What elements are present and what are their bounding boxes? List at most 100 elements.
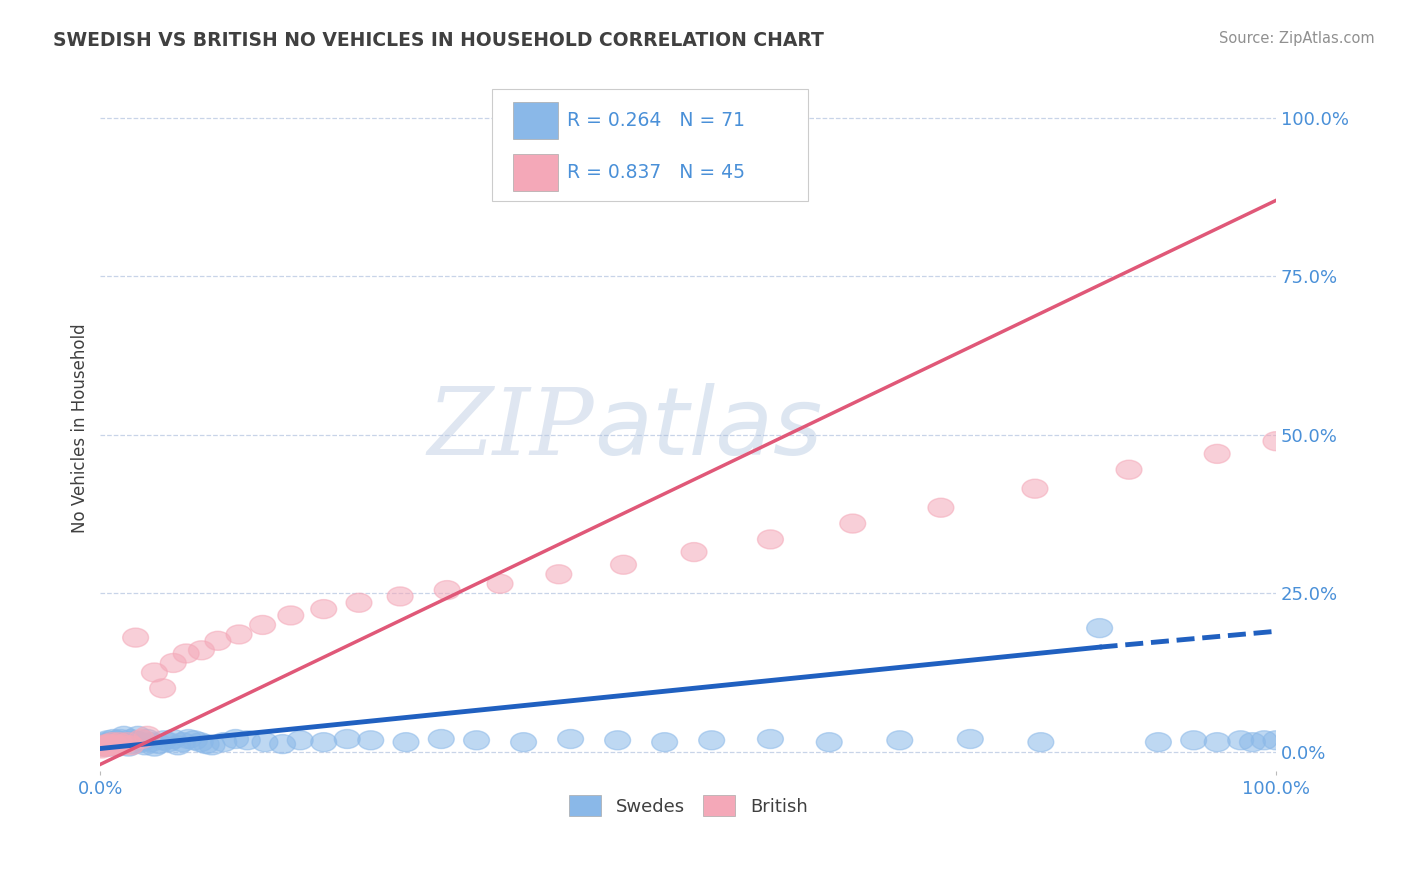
Ellipse shape — [111, 726, 136, 746]
Ellipse shape — [546, 565, 572, 583]
Ellipse shape — [156, 732, 181, 752]
Ellipse shape — [96, 735, 121, 754]
Y-axis label: No Vehicles in Household: No Vehicles in Household — [72, 324, 89, 533]
Ellipse shape — [104, 737, 129, 756]
Ellipse shape — [101, 732, 128, 752]
Ellipse shape — [558, 730, 583, 748]
Ellipse shape — [1227, 731, 1254, 750]
Ellipse shape — [100, 736, 127, 755]
Text: ZIP: ZIP — [427, 384, 595, 474]
Ellipse shape — [394, 732, 419, 752]
Ellipse shape — [98, 736, 124, 755]
Ellipse shape — [121, 735, 146, 754]
Ellipse shape — [605, 731, 630, 750]
Ellipse shape — [957, 730, 983, 748]
Ellipse shape — [1087, 619, 1112, 638]
Ellipse shape — [98, 732, 124, 752]
Ellipse shape — [146, 735, 172, 754]
Ellipse shape — [96, 737, 121, 756]
Ellipse shape — [100, 732, 125, 752]
Ellipse shape — [100, 736, 125, 755]
Ellipse shape — [89, 736, 114, 755]
Ellipse shape — [226, 625, 252, 644]
Ellipse shape — [90, 735, 115, 754]
Ellipse shape — [160, 730, 186, 748]
Ellipse shape — [387, 587, 413, 606]
Ellipse shape — [1263, 432, 1289, 450]
Ellipse shape — [346, 593, 373, 612]
Ellipse shape — [132, 736, 157, 755]
Ellipse shape — [486, 574, 513, 593]
Ellipse shape — [93, 737, 118, 756]
Ellipse shape — [108, 736, 135, 755]
Ellipse shape — [107, 732, 132, 752]
Text: R = 0.837   N = 45: R = 0.837 N = 45 — [567, 163, 745, 182]
Ellipse shape — [311, 599, 336, 619]
Ellipse shape — [193, 735, 219, 754]
Ellipse shape — [104, 731, 129, 750]
Ellipse shape — [173, 644, 200, 663]
Ellipse shape — [89, 739, 114, 758]
Ellipse shape — [1205, 732, 1230, 752]
Ellipse shape — [118, 730, 143, 748]
Ellipse shape — [108, 736, 135, 755]
Text: Source: ZipAtlas.com: Source: ZipAtlas.com — [1219, 31, 1375, 46]
Ellipse shape — [464, 731, 489, 750]
Ellipse shape — [270, 735, 295, 754]
Ellipse shape — [652, 732, 678, 752]
Ellipse shape — [250, 615, 276, 634]
Ellipse shape — [105, 737, 131, 756]
Ellipse shape — [91, 737, 117, 756]
Ellipse shape — [1263, 731, 1289, 750]
Ellipse shape — [252, 732, 278, 752]
Ellipse shape — [100, 730, 127, 748]
Ellipse shape — [205, 632, 231, 650]
Ellipse shape — [170, 732, 195, 752]
Ellipse shape — [90, 737, 115, 756]
Ellipse shape — [510, 732, 537, 752]
Ellipse shape — [928, 499, 953, 517]
Ellipse shape — [429, 730, 454, 748]
Ellipse shape — [222, 730, 249, 748]
Ellipse shape — [111, 735, 136, 754]
Ellipse shape — [97, 737, 122, 756]
Ellipse shape — [188, 640, 214, 660]
Ellipse shape — [758, 730, 783, 748]
Text: R = 0.264   N = 71: R = 0.264 N = 71 — [567, 111, 745, 130]
Ellipse shape — [150, 731, 177, 750]
Ellipse shape — [1146, 732, 1171, 752]
Ellipse shape — [181, 731, 207, 750]
Ellipse shape — [235, 731, 260, 750]
Ellipse shape — [1251, 731, 1277, 750]
Ellipse shape — [839, 514, 866, 533]
Ellipse shape — [758, 530, 783, 549]
Ellipse shape — [101, 735, 128, 754]
Ellipse shape — [107, 732, 132, 752]
Ellipse shape — [94, 731, 121, 750]
Ellipse shape — [278, 606, 304, 625]
Ellipse shape — [122, 731, 149, 750]
Legend: Swedes, British: Swedes, British — [561, 788, 815, 823]
Ellipse shape — [610, 555, 637, 574]
Ellipse shape — [287, 731, 314, 750]
Ellipse shape — [149, 679, 176, 698]
Ellipse shape — [1116, 460, 1142, 479]
Ellipse shape — [128, 730, 155, 748]
Ellipse shape — [160, 654, 186, 673]
Ellipse shape — [114, 732, 141, 752]
Text: SWEDISH VS BRITISH NO VEHICLES IN HOUSEHOLD CORRELATION CHART: SWEDISH VS BRITISH NO VEHICLES IN HOUSEH… — [53, 31, 824, 50]
Ellipse shape — [91, 736, 117, 755]
Ellipse shape — [434, 581, 460, 599]
Ellipse shape — [1028, 732, 1053, 752]
Ellipse shape — [135, 730, 160, 748]
Ellipse shape — [93, 735, 120, 754]
Ellipse shape — [311, 732, 336, 752]
Ellipse shape — [165, 736, 191, 755]
Ellipse shape — [93, 736, 120, 755]
Ellipse shape — [135, 726, 160, 746]
Text: atlas: atlas — [595, 383, 823, 474]
Ellipse shape — [699, 731, 724, 750]
Ellipse shape — [1205, 444, 1230, 463]
Ellipse shape — [187, 732, 214, 752]
Ellipse shape — [211, 732, 236, 752]
